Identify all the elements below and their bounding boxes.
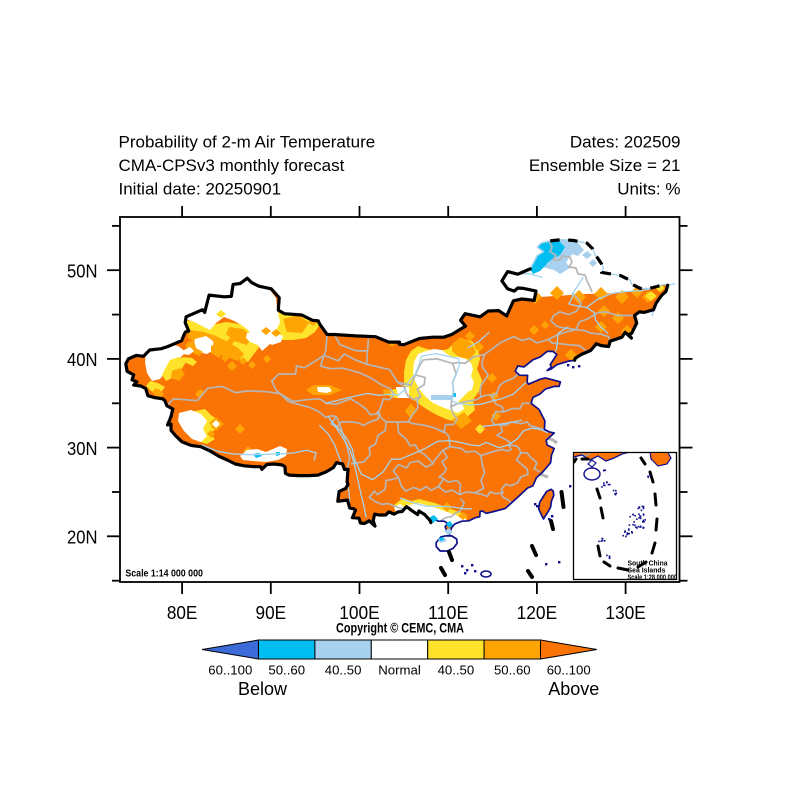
svg-text:South China: South China [628,559,669,568]
svg-text:Ensemble Size = 21: Ensemble Size = 21 [529,156,681,175]
svg-text:Copyright © CEMC, CMA: Copyright © CEMC, CMA [336,621,464,636]
svg-text:90E: 90E [256,602,287,623]
svg-text:Below: Below [238,679,288,699]
svg-text:60..100: 60..100 [208,663,252,678]
svg-text:40N: 40N [67,349,98,370]
svg-text:100E: 100E [339,602,380,623]
svg-text:Initial date: 20250901: Initial date: 20250901 [119,180,282,199]
svg-text:40..50: 40..50 [325,663,362,678]
svg-text:Units: %: Units: % [617,180,680,199]
svg-text:Scale 1:14 000 000: Scale 1:14 000 000 [125,569,203,580]
svg-text:40..50: 40..50 [438,663,475,678]
svg-text:20N: 20N [67,527,98,548]
svg-text:80E: 80E [167,602,198,623]
svg-text:Above: Above [548,679,599,699]
svg-text:50..60: 50..60 [268,663,305,678]
svg-text:Sea Islands: Sea Islands [628,565,666,574]
svg-text:130E: 130E [605,602,646,623]
svg-text:CMA-CPSv3 monthly forecast: CMA-CPSv3 monthly forecast [119,156,345,175]
svg-text:50..60: 50..60 [494,663,531,678]
svg-text:Probability of 2-m Air Tempera: Probability of 2-m Air Temperature [119,132,376,151]
svg-text:120E: 120E [517,602,558,623]
svg-text:30N: 30N [67,438,98,459]
svg-text:Normal: Normal [378,663,421,678]
svg-text:110E: 110E [428,602,469,623]
svg-text:60..100: 60..100 [547,663,591,678]
svg-text:Dates: 202509: Dates: 202509 [570,132,681,151]
svg-text:50N: 50N [67,261,98,282]
svg-text:Scale 1:28 000 000: Scale 1:28 000 000 [628,572,678,581]
